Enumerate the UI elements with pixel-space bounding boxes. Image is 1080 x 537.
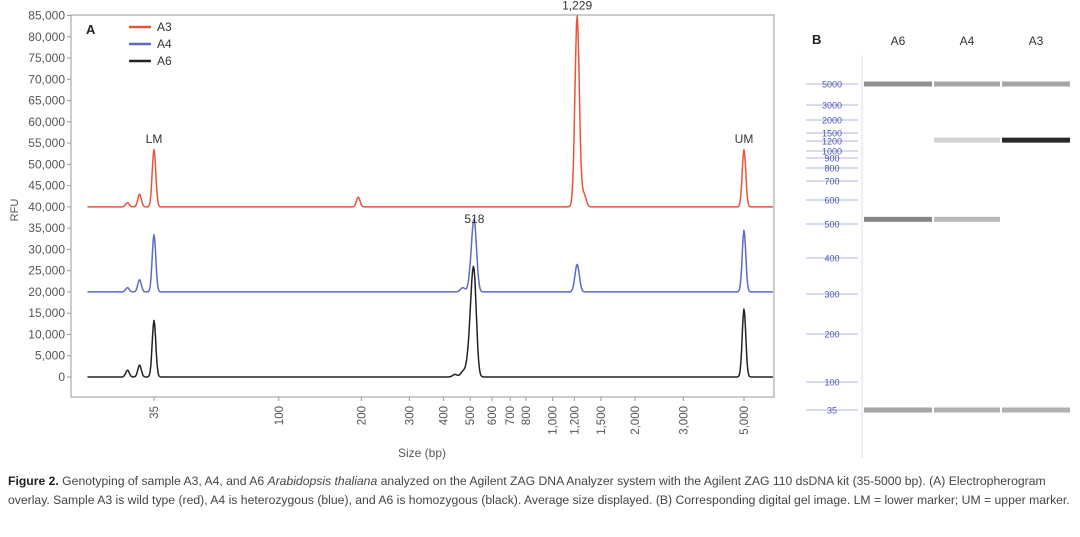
y-tick-label: 60,000 xyxy=(28,115,65,129)
y-tick-label: 55,000 xyxy=(28,136,65,150)
gel-band xyxy=(1002,81,1070,87)
ladder-label: 700 xyxy=(824,177,839,187)
x-axis-label: Size (bp) xyxy=(398,446,446,460)
figure-canvas: A RFU Size (bp) 85,000 80,000 75,000 70,000… xyxy=(9,0,1070,460)
ladder-label: 800 xyxy=(824,164,839,174)
electropherogram-panel: A RFU Size (bp) 85,000 80,000 75,000 70,000… xyxy=(9,0,775,460)
y-tick-label: 25,000 xyxy=(28,264,65,278)
x-tick-label: 700 xyxy=(505,406,517,425)
y-axis-ticks: 85,000 80,000 75,000 70,000 65,000 60,000 55,0… xyxy=(28,9,71,384)
ladder-label: 3000 xyxy=(822,101,842,111)
x-tick-label: 1,500 xyxy=(596,406,608,435)
ladder-label: 100 xyxy=(824,378,839,388)
gel-band xyxy=(864,407,932,413)
trace-a6 xyxy=(87,265,773,378)
figure-caption: Figure 2. Genotyping of sample A3, A4, a… xyxy=(8,472,1072,510)
gel-band xyxy=(864,216,932,222)
y-tick-label: 10,000 xyxy=(28,327,65,341)
peak-label: LM xyxy=(146,132,163,146)
lane-headers: A6 A4 A3 xyxy=(891,34,1044,48)
legend-label: A4 xyxy=(157,37,172,51)
ladder-label: 900 xyxy=(824,154,839,164)
ladder-label: 35 xyxy=(827,406,837,416)
peak-annotations: LM UM 518 1,229 xyxy=(146,0,754,226)
caption-text-2: analyzed on the Agilent ZAG DNA Analyzer… xyxy=(8,474,1070,507)
y-tick-label: 0 xyxy=(58,370,65,384)
ladder-label: 5000 xyxy=(822,80,842,90)
y-tick-label: 85,000 xyxy=(28,9,65,23)
ladder-label: 600 xyxy=(824,196,839,206)
caption-text-1: Genotyping of sample A3, A4, and A6 xyxy=(58,474,268,488)
y-tick-label: 70,000 xyxy=(28,72,65,86)
peak-label: 1,229 xyxy=(562,0,592,13)
panel-b-label: B xyxy=(812,32,821,47)
trace-a4 xyxy=(87,218,773,293)
x-axis-ticks: 35 100 200 300 400 500 600 700 800 1,000 1,200 1,50… xyxy=(149,397,751,435)
x-tick-label: 1,200 xyxy=(569,406,581,435)
y-tick-label: 65,000 xyxy=(28,94,65,108)
x-tick-label: 1,000 xyxy=(548,406,560,435)
legend-label: A6 xyxy=(157,54,172,68)
plot-frame xyxy=(70,14,775,398)
gel-band xyxy=(934,216,1000,222)
x-tick-label: 35 xyxy=(149,406,161,419)
gel-band xyxy=(1002,137,1070,143)
gel-band xyxy=(934,137,1000,143)
lane-header: A6 xyxy=(891,34,906,48)
x-tick-label: 3,000 xyxy=(678,406,690,435)
y-tick-label: 15,000 xyxy=(28,306,65,320)
y-tick-label: 45,000 xyxy=(28,179,65,193)
y-tick-label: 75,000 xyxy=(28,51,65,65)
x-tick-label: 500 xyxy=(465,406,477,425)
gel-band xyxy=(934,81,1000,87)
ladder-label: 500 xyxy=(824,220,839,230)
panel-a-label: A xyxy=(86,22,96,37)
x-tick-label: 600 xyxy=(487,406,499,425)
x-tick-label: 100 xyxy=(274,406,286,425)
y-tick-label: 20,000 xyxy=(28,285,65,299)
ladder-label: 400 xyxy=(824,254,839,264)
lane-header: A4 xyxy=(960,34,975,48)
caption-species: Arabidopsis thaliana xyxy=(267,474,378,488)
y-axis-label: RFU xyxy=(9,199,21,222)
x-tick-label: 800 xyxy=(521,406,533,425)
traces xyxy=(87,15,773,378)
y-tick-label: 50,000 xyxy=(28,157,65,171)
gel-band xyxy=(1002,407,1070,413)
x-tick-label: 200 xyxy=(356,406,368,425)
y-tick-label: 40,000 xyxy=(28,200,65,214)
peak-label: UM xyxy=(735,132,754,146)
ladder-label: 2000 xyxy=(822,116,842,126)
gel-bands xyxy=(864,81,1070,413)
trace-a3 xyxy=(87,15,773,208)
ladder-label: 300 xyxy=(824,290,839,300)
legend-label: A3 xyxy=(157,20,172,34)
ladder-label: 1500 xyxy=(822,129,842,139)
ladder-label: 1200 xyxy=(822,137,842,147)
x-tick-label: 2,000 xyxy=(630,406,642,435)
y-tick-label: 80,000 xyxy=(28,30,65,44)
lane-header: A3 xyxy=(1029,34,1044,48)
x-tick-label: 5,000 xyxy=(739,406,751,435)
caption-figure-label: Figure 2. xyxy=(8,474,59,488)
peak-label: 518 xyxy=(464,212,484,226)
gel-band xyxy=(934,407,1000,413)
legend: A3 A4 A6 xyxy=(129,20,172,68)
y-tick-label: 30,000 xyxy=(28,242,65,256)
x-tick-label: 300 xyxy=(404,406,416,425)
ladder-label: 200 xyxy=(824,330,839,340)
gel-band xyxy=(864,81,932,87)
y-tick-label: 35,000 xyxy=(28,221,65,235)
x-tick-label: 400 xyxy=(439,406,451,425)
ladder-label: 1000 xyxy=(822,147,842,157)
y-tick-label: 5,000 xyxy=(35,349,65,363)
